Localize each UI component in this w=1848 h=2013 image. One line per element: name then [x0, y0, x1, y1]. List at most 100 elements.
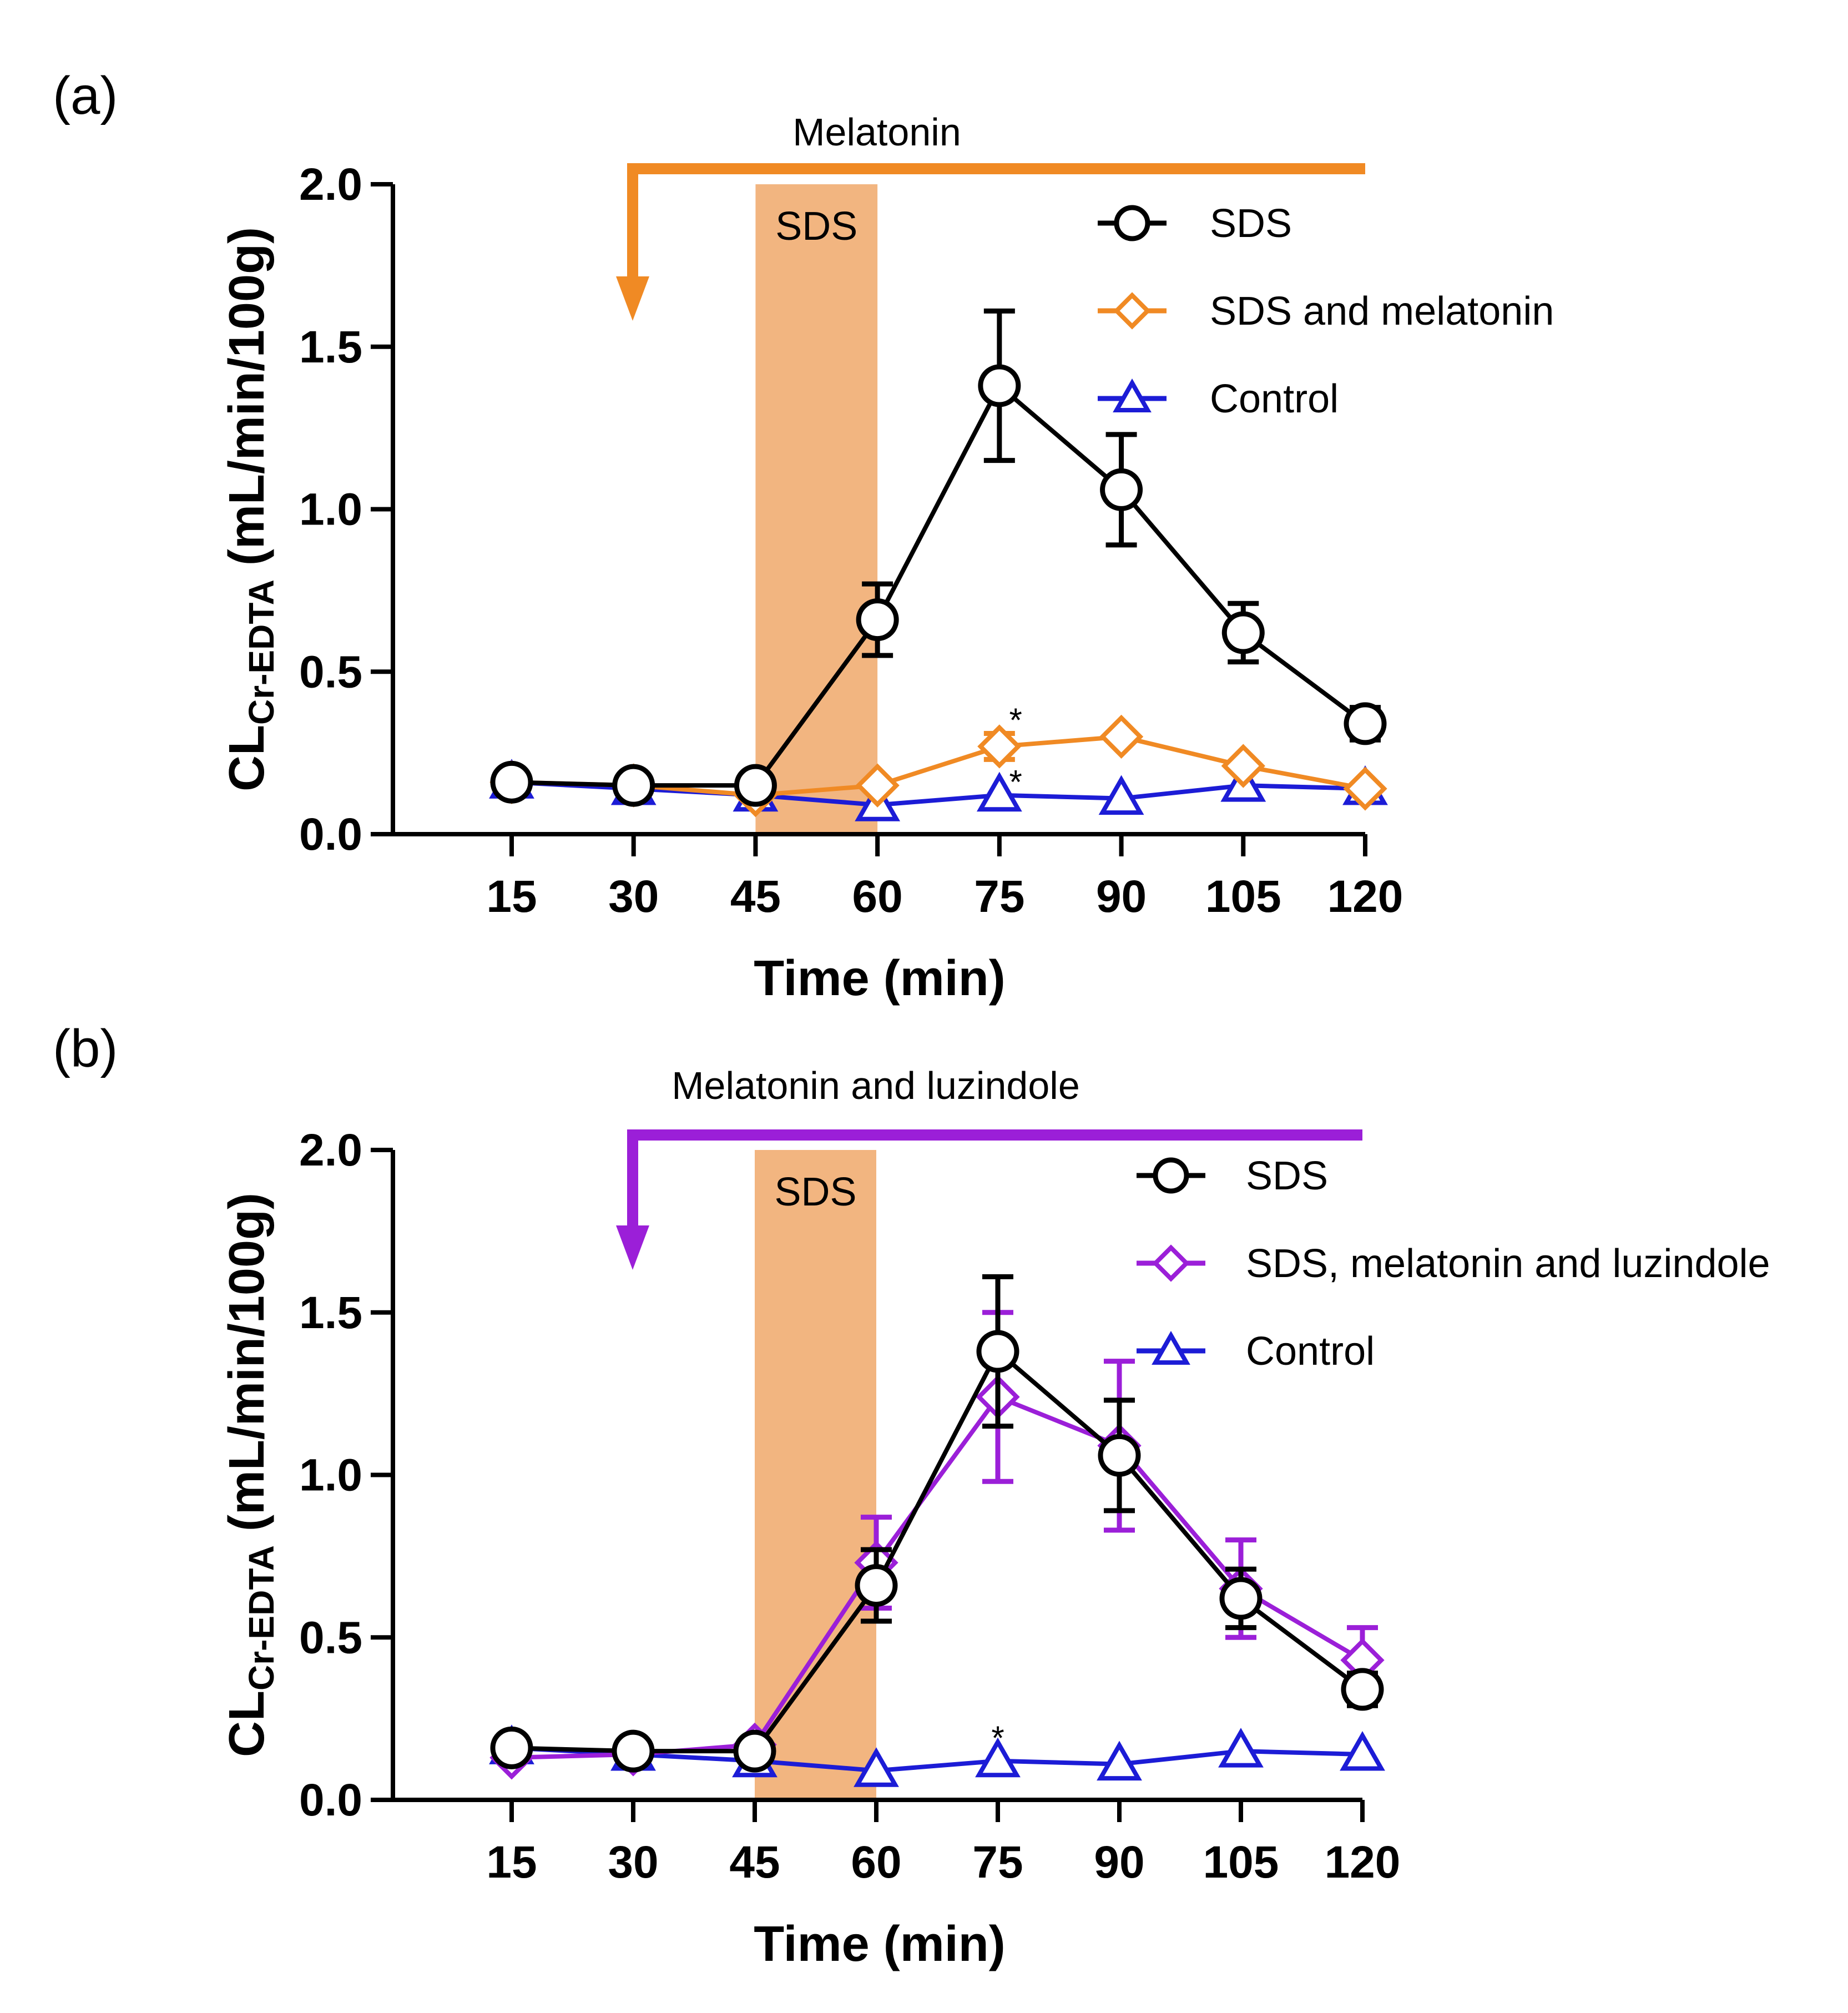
legend-marker	[1153, 1157, 1189, 1194]
data-point	[855, 1564, 898, 1607]
legend-label: SDS	[1210, 201, 1292, 246]
x-axis-title: Time (min)	[754, 951, 1005, 1006]
series-sds	[490, 1274, 1384, 1773]
data-point	[734, 764, 777, 807]
data-point	[612, 1729, 655, 1773]
x-tick-label: 105	[1205, 871, 1281, 922]
legend-marker	[1114, 205, 1150, 241]
legend: SDS SDS, melatonin and luzindole Control	[1137, 1154, 1770, 1374]
legend-label: SDS and melatonin	[1210, 289, 1554, 334]
data-point	[490, 760, 533, 804]
data-point	[1100, 468, 1143, 511]
data-point	[1099, 714, 1144, 759]
data-point	[1219, 1577, 1263, 1620]
x-tick-label: 75	[974, 871, 1024, 922]
x-tick-label: 15	[486, 1837, 537, 1888]
series-sds	[490, 308, 1387, 807]
legend-marker	[1113, 378, 1152, 412]
legend-label: Control	[1210, 377, 1339, 421]
data-point	[1098, 775, 1144, 815]
x-tick-label: 30	[608, 871, 659, 922]
data-point	[976, 1330, 1019, 1373]
significance-asterisk: *	[991, 1719, 1004, 1757]
treatment-line	[627, 163, 1365, 282]
y-tick-label: 1.5	[299, 322, 362, 372]
legend-label: Control	[1246, 1329, 1375, 1374]
y-axis-title: CLCr-EDTA (mL/min/100g)	[219, 1193, 281, 1757]
legend-marker	[1152, 1244, 1190, 1282]
data-point	[856, 598, 899, 642]
chart-panel-b: (b) SDS Melatonin and luzindole 0.0 0.5 1.0 1.…	[53, 1019, 1770, 1972]
legend-label: SDS, melatonin and luzindole	[1246, 1242, 1770, 1286]
legend-item: SDS, melatonin and luzindole	[1137, 1242, 1770, 1286]
y-tick-label: 0.0	[299, 1775, 362, 1825]
y-axis-title-unit: (mL/min/100g)	[219, 1193, 275, 1545]
sds-exposure-band	[755, 184, 878, 834]
x-tick-label: 105	[1203, 1837, 1279, 1888]
legend-item: Control	[1098, 377, 1339, 421]
series-line	[511, 1348, 1364, 1754]
x-tick-label: 75	[972, 1837, 1023, 1888]
data-point	[490, 1726, 533, 1769]
data-point	[733, 1729, 776, 1773]
y-tick-label: 1.0	[299, 1450, 362, 1501]
x-tick-label: 90	[1094, 1837, 1144, 1888]
legend-marker	[1113, 292, 1151, 330]
data-point	[976, 771, 1022, 812]
sds-band-label: SDS	[775, 204, 857, 249]
sds-band-label: SDS	[774, 1170, 856, 1214]
chart-panel-a: (a) SDS Melatonin 0.0 0.5 1.0 1.5 2.0 15 30 45 60 75…	[53, 66, 1554, 1006]
y-tick-label: 1.5	[299, 1288, 362, 1338]
y-axis-title: CLCr-EDTA (mL/min/100g)	[219, 227, 281, 791]
x-tick-label: 15	[486, 871, 537, 922]
x-tick-label: 60	[852, 871, 903, 922]
legend-marker	[1152, 1330, 1190, 1365]
y-axis-title-subscript: Cr-EDTA	[241, 1545, 281, 1691]
data-point	[1344, 702, 1387, 745]
y-tick-label: 0.5	[299, 647, 362, 697]
legend-item: SDS	[1137, 1154, 1328, 1198]
significance-asterisk: *	[1009, 702, 1022, 739]
data-point	[978, 364, 1021, 407]
y-tick-label: 1.0	[299, 485, 362, 535]
data-point	[854, 1747, 899, 1787]
data-point	[975, 1737, 1021, 1778]
treatment-arrow-icon	[616, 276, 649, 321]
data-point	[1341, 1668, 1384, 1711]
data-point	[1097, 1740, 1142, 1781]
y-tick-label: 0.0	[299, 809, 362, 860]
legend-item: SDS and melatonin	[1098, 289, 1554, 334]
y-axis-title-main: CL	[219, 1691, 275, 1757]
x-tick-label: 120	[1325, 1837, 1401, 1888]
y-tick-label: 2.0	[299, 1125, 362, 1175]
y-axis-title-unit: (mL/min/100g)	[219, 227, 275, 579]
x-tick-label: 45	[730, 871, 781, 922]
y-tick-label: 2.0	[299, 159, 362, 210]
series-sds-melatonin-and-luzindole	[489, 1310, 1385, 1780]
y-axis-title-main: CL	[219, 725, 275, 791]
legend-item: SDS	[1098, 201, 1292, 246]
x-tick-label: 90	[1096, 871, 1147, 922]
sds-exposure-band	[755, 1150, 876, 1800]
data-point	[1221, 744, 1265, 788]
data-point	[1218, 1728, 1264, 1768]
treatment-label: Melatonin and luzindole	[671, 1064, 1080, 1107]
panel-label: (a)	[53, 66, 118, 125]
data-point	[1221, 611, 1265, 654]
series-line	[511, 382, 1367, 788]
legend-label: SDS	[1246, 1154, 1328, 1198]
data-point	[1343, 766, 1387, 811]
treatment-arrow-icon	[616, 1225, 649, 1270]
data-point	[1098, 1434, 1141, 1477]
treatment-line	[627, 1129, 1362, 1231]
data-point	[855, 763, 900, 808]
x-tick-label: 45	[729, 1837, 780, 1888]
treatment-label: Melatonin	[792, 110, 961, 154]
significance-asterisk: *	[1009, 763, 1022, 800]
data-point	[1340, 1731, 1385, 1771]
data-point	[977, 724, 1022, 769]
y-axis-title-subscript: Cr-EDTA	[241, 579, 281, 725]
data-point	[612, 764, 655, 807]
y-tick-label: 0.5	[299, 1612, 362, 1663]
